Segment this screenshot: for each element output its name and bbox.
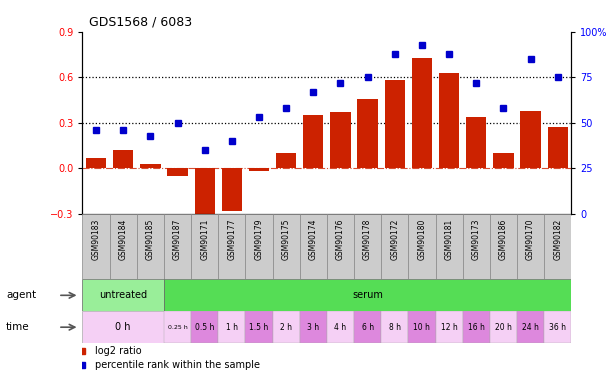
Bar xyxy=(436,311,463,343)
Bar xyxy=(218,214,246,279)
Text: 16 h: 16 h xyxy=(468,322,485,332)
Text: serum: serum xyxy=(352,290,383,300)
Bar xyxy=(303,115,323,168)
Bar xyxy=(354,214,381,279)
Text: GSM90170: GSM90170 xyxy=(526,219,535,261)
Bar xyxy=(327,311,354,343)
Bar xyxy=(517,311,544,343)
Bar xyxy=(86,158,106,168)
Bar xyxy=(82,214,109,279)
Text: GSM90179: GSM90179 xyxy=(255,219,263,261)
Text: 0.5 h: 0.5 h xyxy=(195,322,214,332)
Bar xyxy=(331,112,351,168)
Text: GSM90175: GSM90175 xyxy=(282,219,291,261)
Bar xyxy=(466,117,486,168)
Text: GSM90181: GSM90181 xyxy=(445,219,453,260)
Bar xyxy=(300,311,327,343)
Bar xyxy=(246,311,273,343)
Text: GSM90177: GSM90177 xyxy=(227,219,236,261)
Bar xyxy=(381,214,408,279)
Bar xyxy=(109,214,137,279)
Bar xyxy=(439,73,459,168)
Text: GSM90183: GSM90183 xyxy=(92,219,101,260)
Text: 1 h: 1 h xyxy=(226,322,238,332)
Text: GSM90184: GSM90184 xyxy=(119,219,128,260)
Bar xyxy=(218,311,246,343)
Text: 8 h: 8 h xyxy=(389,322,401,332)
Bar xyxy=(357,99,378,168)
Bar xyxy=(490,214,517,279)
Text: 0 h: 0 h xyxy=(115,322,131,332)
Text: GSM90174: GSM90174 xyxy=(309,219,318,261)
Bar xyxy=(300,214,327,279)
Bar xyxy=(412,58,432,168)
Text: 12 h: 12 h xyxy=(441,322,458,332)
Bar xyxy=(327,214,354,279)
Text: GSM90171: GSM90171 xyxy=(200,219,209,260)
Text: 2 h: 2 h xyxy=(280,322,292,332)
Text: 20 h: 20 h xyxy=(495,322,512,332)
Text: time: time xyxy=(6,322,30,332)
Bar xyxy=(490,311,517,343)
Bar xyxy=(381,311,408,343)
Bar xyxy=(521,111,541,168)
Text: GSM90187: GSM90187 xyxy=(173,219,182,260)
Bar xyxy=(408,311,436,343)
Bar xyxy=(354,311,381,343)
Text: GSM90186: GSM90186 xyxy=(499,219,508,260)
Bar xyxy=(137,214,164,279)
Bar xyxy=(222,168,242,211)
Text: untreated: untreated xyxy=(99,290,147,300)
Bar xyxy=(408,214,436,279)
Bar xyxy=(517,214,544,279)
Bar xyxy=(493,153,514,168)
Bar xyxy=(164,214,191,279)
Bar xyxy=(167,168,188,176)
Text: GSM90185: GSM90185 xyxy=(146,219,155,260)
Text: GSM90178: GSM90178 xyxy=(363,219,372,260)
Text: log2 ratio: log2 ratio xyxy=(95,346,141,356)
Bar xyxy=(463,311,490,343)
Bar xyxy=(249,168,269,171)
Bar xyxy=(140,164,161,168)
Bar xyxy=(164,279,571,311)
Text: 1.5 h: 1.5 h xyxy=(249,322,269,332)
Text: 24 h: 24 h xyxy=(522,322,539,332)
Text: 36 h: 36 h xyxy=(549,322,566,332)
Text: GDS1568 / 6083: GDS1568 / 6083 xyxy=(89,15,192,28)
Bar xyxy=(82,279,164,311)
Text: GSM90173: GSM90173 xyxy=(472,219,481,261)
Bar xyxy=(544,214,571,279)
Bar xyxy=(273,214,300,279)
Text: percentile rank within the sample: percentile rank within the sample xyxy=(95,360,260,370)
Bar xyxy=(544,311,571,343)
Bar xyxy=(384,80,405,168)
Text: 0.25 h: 0.25 h xyxy=(167,325,188,330)
Bar xyxy=(273,311,300,343)
Bar xyxy=(276,153,296,168)
Text: 4 h: 4 h xyxy=(334,322,346,332)
Bar xyxy=(191,311,218,343)
Text: 10 h: 10 h xyxy=(414,322,430,332)
Text: 3 h: 3 h xyxy=(307,322,320,332)
Bar xyxy=(191,214,218,279)
Text: GSM90182: GSM90182 xyxy=(553,219,562,260)
Bar xyxy=(113,150,133,168)
Text: agent: agent xyxy=(6,290,36,300)
Text: 6 h: 6 h xyxy=(362,322,374,332)
Text: GSM90180: GSM90180 xyxy=(417,219,426,260)
Bar xyxy=(436,214,463,279)
Bar xyxy=(164,311,191,343)
Text: GSM90172: GSM90172 xyxy=(390,219,399,260)
Bar xyxy=(82,311,164,343)
Bar xyxy=(463,214,490,279)
Bar xyxy=(246,214,273,279)
Text: GSM90176: GSM90176 xyxy=(336,219,345,261)
Bar xyxy=(547,128,568,168)
Bar xyxy=(194,168,215,226)
